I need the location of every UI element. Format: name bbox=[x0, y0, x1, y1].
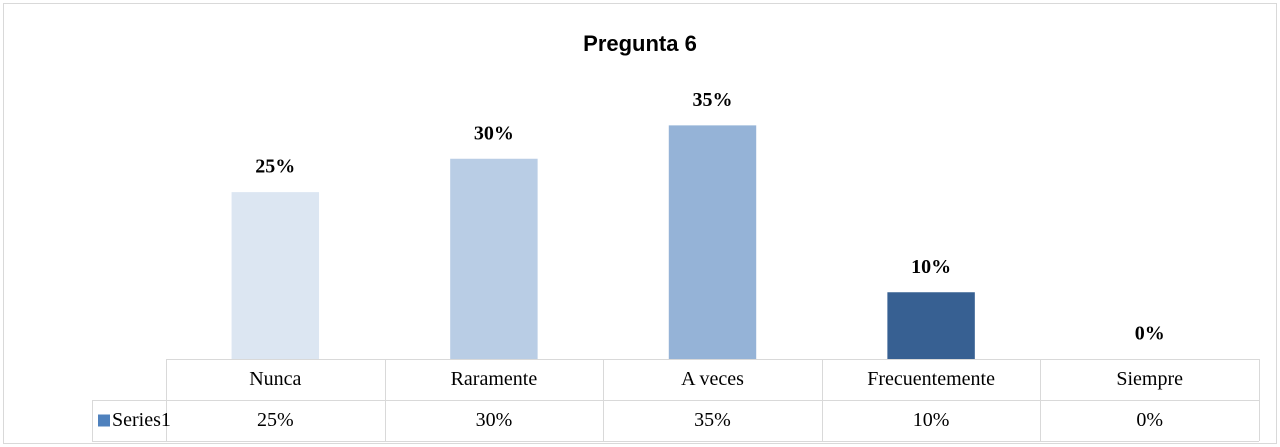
x-tick-label: Nunca bbox=[249, 368, 301, 390]
legend-swatch bbox=[98, 414, 110, 427]
bar bbox=[450, 158, 538, 359]
bar bbox=[887, 292, 975, 359]
chart-border bbox=[3, 3, 1277, 444]
chart-title: Pregunta 6 bbox=[583, 31, 697, 56]
x-tick-label: Siempre bbox=[1116, 368, 1183, 390]
table-value: 30% bbox=[476, 409, 513, 431]
legend-label: Series1 bbox=[112, 409, 171, 431]
table-value: 25% bbox=[257, 409, 294, 431]
data-label: 10% bbox=[911, 256, 951, 278]
table-value: 0% bbox=[1136, 409, 1163, 431]
bar bbox=[231, 192, 320, 359]
x-tick-label: A veces bbox=[681, 368, 744, 390]
table-value: 35% bbox=[694, 409, 731, 431]
bar bbox=[668, 125, 757, 359]
data-label: 35% bbox=[693, 89, 733, 111]
x-tick-label: Raramente bbox=[451, 368, 538, 390]
data-label: 0% bbox=[1135, 323, 1165, 345]
data-label: 30% bbox=[474, 122, 514, 144]
x-tick-label: Frecuentemente bbox=[867, 368, 995, 390]
table-value: 10% bbox=[913, 409, 950, 431]
data-label: 25% bbox=[255, 156, 295, 178]
